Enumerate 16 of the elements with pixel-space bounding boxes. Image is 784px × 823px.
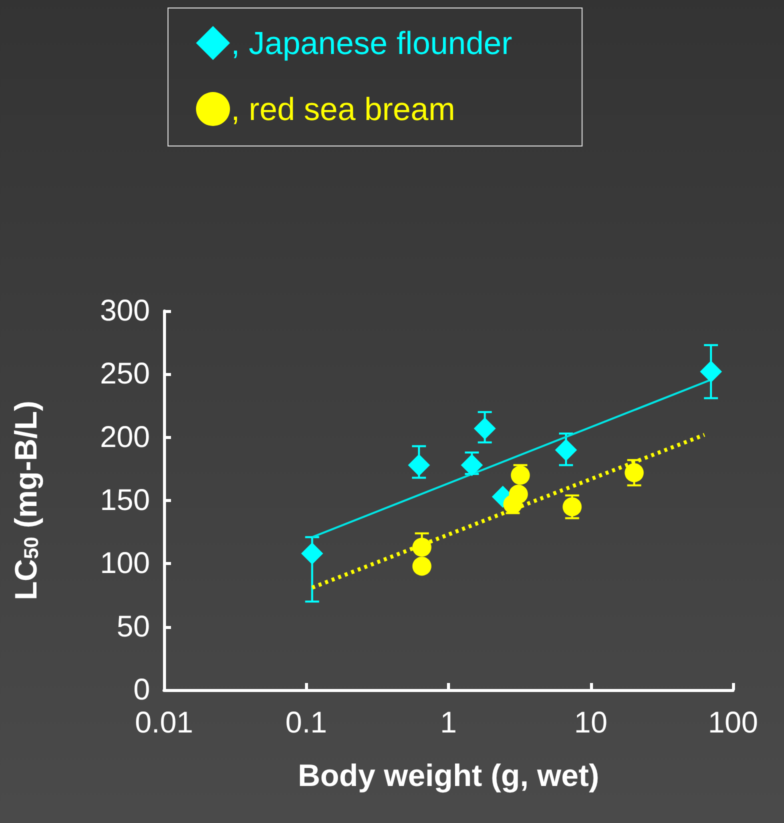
- legend-label: , red sea bream: [231, 91, 456, 127]
- y-tick-label: 300: [100, 294, 150, 328]
- x-tick-label: 0.01: [134, 706, 194, 740]
- y-tick-label: 150: [100, 484, 150, 517]
- y-axis-title: LC50 (mg-B/L): [8, 400, 44, 600]
- x-tick-label: 0.1: [285, 706, 328, 740]
- legend-label: , Japanese flounder: [231, 25, 512, 61]
- x-tick-label: 10: [574, 706, 608, 740]
- y-tick-label: 50: [116, 610, 150, 644]
- x-axis-title: Body weight (g, wet): [298, 758, 600, 793]
- y-tick-label: 200: [100, 420, 150, 454]
- x-tick-label: 1: [440, 706, 457, 740]
- y-tick-label: 100: [100, 547, 150, 580]
- x-tick-label: 100: [708, 706, 758, 740]
- y-tick-label: 250: [100, 358, 150, 391]
- y-tick-label: 0: [133, 674, 150, 706]
